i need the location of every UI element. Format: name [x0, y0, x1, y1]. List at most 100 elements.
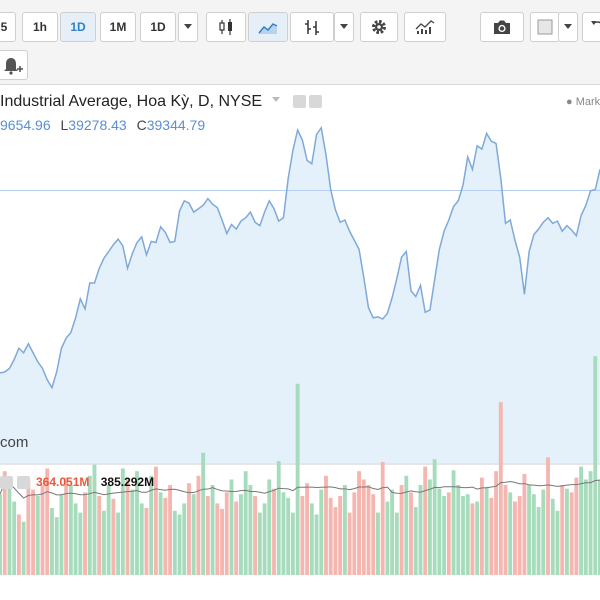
undo-button[interactable] — [582, 12, 600, 42]
volume-bar — [484, 486, 489, 575]
close-icon[interactable] — [17, 476, 30, 489]
volume-bar — [262, 503, 267, 575]
volume-bar — [451, 470, 456, 575]
volume-bar — [234, 501, 239, 575]
volume-bar — [54, 517, 59, 575]
volume-bar — [153, 466, 158, 575]
chevron-down-icon — [340, 24, 348, 29]
volume-bar — [243, 471, 248, 575]
chart-toolbar: 5 1h 1D 1M 1D — [0, 0, 600, 85]
volume-bar — [333, 507, 338, 575]
volume-bar — [371, 494, 376, 575]
candlestick-icon — [219, 19, 232, 35]
volume-bar — [257, 512, 262, 575]
volume-bar — [432, 459, 437, 575]
alert-bell-icon — [4, 58, 23, 75]
volume-bar — [456, 485, 461, 575]
interval-button-1m[interactable]: 1M — [100, 12, 136, 42]
indicators-button[interactable] — [404, 12, 446, 42]
volume-bar — [314, 514, 319, 575]
volume-bar — [50, 508, 54, 575]
price-area-fill — [0, 127, 600, 463]
volume-bar — [550, 498, 555, 575]
settings-icon[interactable] — [308, 95, 322, 108]
volume-bar — [68, 485, 73, 575]
color-swatch-button[interactable] — [530, 12, 560, 42]
volume-bar — [427, 479, 432, 575]
volume-bar — [324, 475, 328, 575]
volume-bar — [116, 512, 121, 575]
volume-bar — [87, 475, 92, 575]
volume-moving-average — [0, 479, 600, 499]
interval-button-1d[interactable]: 1D — [60, 12, 96, 42]
volume-bar — [376, 512, 380, 575]
volume-bar — [522, 473, 527, 575]
symbol-title: Industrial Average, Hoa Kỳ, D, NYSE — [0, 93, 263, 110]
volume-bar — [328, 497, 333, 575]
volume-bar — [21, 521, 26, 575]
high-value: 9654.96 — [0, 117, 51, 133]
volume-bar — [564, 488, 569, 575]
volume-bar — [12, 501, 17, 575]
volume-bar — [78, 512, 83, 575]
volume-bar — [295, 383, 300, 575]
volume-bar — [352, 492, 357, 575]
volume-bar — [120, 468, 125, 575]
close-key: C — [136, 117, 147, 133]
volume-bar — [489, 497, 494, 575]
volume-bar — [276, 461, 281, 575]
volume-bar — [31, 489, 35, 575]
chevron-down-icon[interactable] — [271, 96, 281, 104]
volume-bar — [83, 492, 87, 575]
volume-bar — [361, 479, 366, 575]
volume-bar — [16, 514, 21, 575]
volume-bar — [588, 471, 593, 575]
volume-bar — [385, 501, 390, 575]
volume-bar — [281, 492, 286, 575]
volume-bar — [177, 514, 182, 575]
volume-legend: 364.051M 385.292M — [0, 475, 154, 489]
volume-bar — [479, 477, 484, 575]
interval-select[interactable]: 1D — [140, 12, 176, 42]
chart-type-dropdown[interactable] — [334, 12, 354, 42]
volume-bar — [560, 485, 565, 575]
chevron-down-icon — [564, 24, 572, 29]
alert-button[interactable] — [0, 50, 28, 80]
volume-bar — [498, 402, 503, 575]
volume-bar — [423, 466, 428, 575]
volume-bar — [442, 496, 447, 575]
volume-bar — [305, 483, 310, 575]
color-swatch-dropdown[interactable] — [558, 12, 578, 42]
interval-button-5[interactable]: 5 — [0, 12, 16, 42]
area-chart-button[interactable] — [248, 12, 288, 42]
candlestick-button[interactable] — [206, 12, 246, 42]
interval-button-1h[interactable]: 1h — [22, 12, 58, 42]
volume-bar — [172, 510, 177, 575]
volume-bar — [394, 512, 399, 575]
volume-bar — [437, 488, 442, 575]
volume-bar — [319, 489, 324, 575]
volume-bar — [531, 494, 536, 575]
volume-value: 364.051M — [36, 475, 90, 489]
volume-bar — [7, 485, 12, 575]
settings-button[interactable] — [360, 12, 398, 42]
interval-dropdown[interactable] — [178, 12, 198, 42]
visibility-icon[interactable] — [292, 95, 306, 108]
bar-chart-button[interactable] — [290, 12, 334, 42]
volume-bar — [300, 496, 305, 575]
volume-bar — [106, 485, 111, 575]
chart-area[interactable]: 24FebMarAprMayJun — [0, 85, 600, 575]
price-chart[interactable]: 24FebMarAprMayJun — [0, 85, 600, 575]
volume-bar — [2, 471, 7, 575]
volume-bar — [461, 496, 465, 575]
volume-bar — [187, 483, 191, 575]
volume-bar — [541, 489, 546, 575]
snapshot-button[interactable] — [480, 12, 524, 42]
volume-bar — [210, 485, 215, 575]
volume-bar — [546, 457, 550, 575]
bar-chart-icon — [305, 20, 319, 35]
settings-icon[interactable] — [0, 476, 13, 489]
volume-bar — [574, 477, 579, 575]
volume-bar — [158, 492, 163, 575]
volume-bar — [366, 485, 371, 575]
